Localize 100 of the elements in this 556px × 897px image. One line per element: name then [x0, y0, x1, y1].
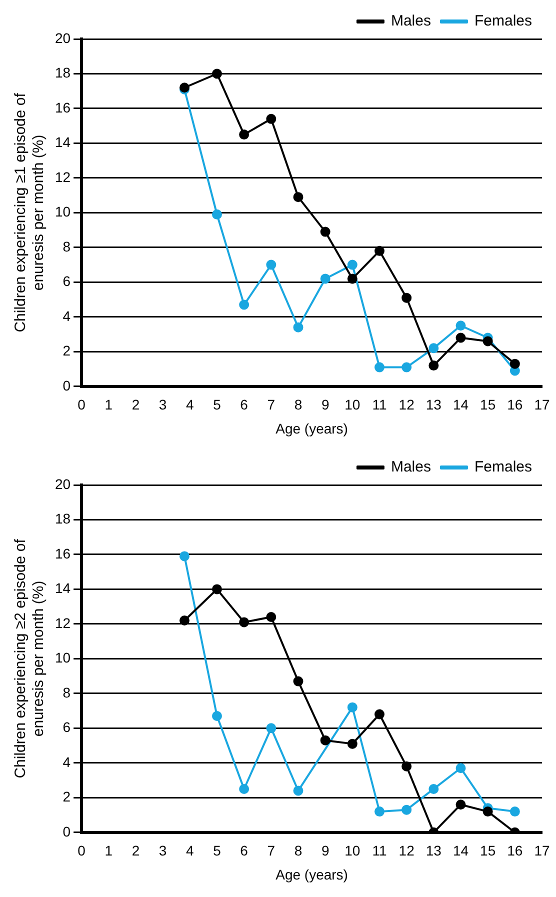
x-tick-label: 2 — [132, 396, 140, 413]
x-tick-label: 16 — [507, 842, 523, 859]
y-tick-label: 0 — [62, 823, 71, 840]
point — [320, 226, 330, 237]
x-tick-label: 13 — [426, 396, 442, 413]
x-tick-label: 10 — [344, 842, 360, 859]
y-tick-label: 4 — [62, 754, 71, 770]
y-tick-label: 18 — [54, 510, 71, 527]
x-tick-label: 17 — [534, 842, 550, 859]
point — [374, 362, 384, 372]
y-tick-label: 12 — [54, 168, 71, 185]
point — [347, 702, 358, 712]
x-tick-label: 3 — [158, 842, 167, 859]
x-tick-label: 1 — [104, 842, 113, 859]
point — [212, 584, 222, 594]
x-tick-label: 4 — [186, 396, 194, 413]
y-tick-label: 6 — [62, 719, 71, 736]
point — [456, 763, 466, 774]
x-tick-label: 14 — [452, 842, 469, 859]
point — [482, 806, 493, 817]
x-tick-label: 14 — [452, 396, 469, 413]
x-tick-label: 3 — [158, 396, 167, 413]
point — [179, 551, 190, 562]
y-tick-label: 2 — [62, 788, 71, 805]
point — [212, 68, 222, 79]
x-tick-label: 4 — [186, 842, 194, 859]
point — [402, 292, 412, 303]
point — [266, 612, 276, 622]
point — [374, 709, 384, 720]
point — [428, 784, 439, 794]
point — [266, 260, 276, 270]
y-axis-title: Children experiencing ≥1 episode of enuresis per month (%) — [12, 92, 48, 332]
y-tick-label: 10 — [54, 650, 71, 666]
point — [239, 300, 250, 310]
y-tick-label: 0 — [62, 377, 71, 394]
y-tick-label: 14 — [54, 580, 71, 596]
x-tick-label: 0 — [78, 396, 86, 413]
x-tick-label: 7 — [267, 396, 276, 413]
point — [239, 784, 250, 794]
x-axis-title: Age (years) — [276, 420, 348, 436]
y-tick-label: 14 — [54, 134, 71, 150]
y-tick-label: 10 — [54, 204, 71, 220]
point — [347, 738, 358, 749]
y-tick-label: 12 — [54, 614, 71, 631]
y-tick-label: 8 — [62, 684, 71, 700]
y-tick-label: 18 — [54, 64, 71, 81]
point — [374, 806, 384, 817]
x-tick-label: 6 — [240, 396, 248, 413]
point — [293, 676, 304, 686]
point — [266, 723, 276, 734]
x-tick-label: 1 — [104, 396, 113, 413]
y-tick-label: 16 — [54, 545, 71, 562]
y-axis-title: Children experiencing ≥2 episode of enuresis per month (%) — [12, 538, 48, 778]
point — [239, 130, 250, 140]
point — [510, 358, 520, 369]
x-tick-label: 11 — [372, 396, 387, 413]
point — [456, 332, 466, 343]
point — [428, 360, 439, 371]
y-tick-label: 6 — [62, 273, 71, 290]
point — [293, 786, 304, 796]
y-tick-label: 20 — [54, 476, 71, 492]
point — [293, 322, 304, 332]
x-tick-label: 15 — [480, 396, 496, 413]
point — [179, 615, 190, 626]
x-tick-label: 7 — [267, 842, 276, 859]
legend-label: Females — [474, 12, 532, 30]
x-axis-title: Age (years) — [276, 866, 348, 882]
point — [347, 274, 358, 284]
point — [482, 336, 493, 346]
point — [402, 362, 412, 372]
x-tick-label: 5 — [213, 842, 222, 859]
point — [266, 114, 276, 124]
point — [239, 617, 250, 628]
y-tick-label: 8 — [62, 238, 71, 254]
x-tick-label: 13 — [426, 842, 442, 859]
point — [456, 800, 466, 810]
point — [510, 806, 520, 817]
point — [212, 209, 222, 220]
point — [402, 761, 412, 772]
point — [347, 260, 358, 270]
point — [320, 735, 330, 746]
point — [428, 343, 439, 354]
x-tick-label: 6 — [240, 842, 248, 859]
x-tick-label: 10 — [344, 396, 360, 413]
point — [320, 274, 330, 284]
x-tick-label: 15 — [480, 842, 496, 859]
legend-label: Males — [390, 458, 431, 476]
legend-label: Males — [390, 12, 431, 30]
x-tick-label: 5 — [213, 396, 222, 413]
x-tick-label: 0 — [78, 842, 86, 859]
point — [212, 711, 222, 722]
x-tick-label: 9 — [321, 842, 330, 859]
x-tick-label: 12 — [398, 842, 415, 859]
y-tick-label: 4 — [62, 308, 71, 324]
point — [456, 320, 466, 331]
x-tick-label: 8 — [294, 396, 302, 413]
legend-label: Females — [474, 458, 532, 476]
point — [374, 246, 384, 256]
x-tick-label: 12 — [398, 396, 415, 413]
point — [402, 804, 412, 815]
